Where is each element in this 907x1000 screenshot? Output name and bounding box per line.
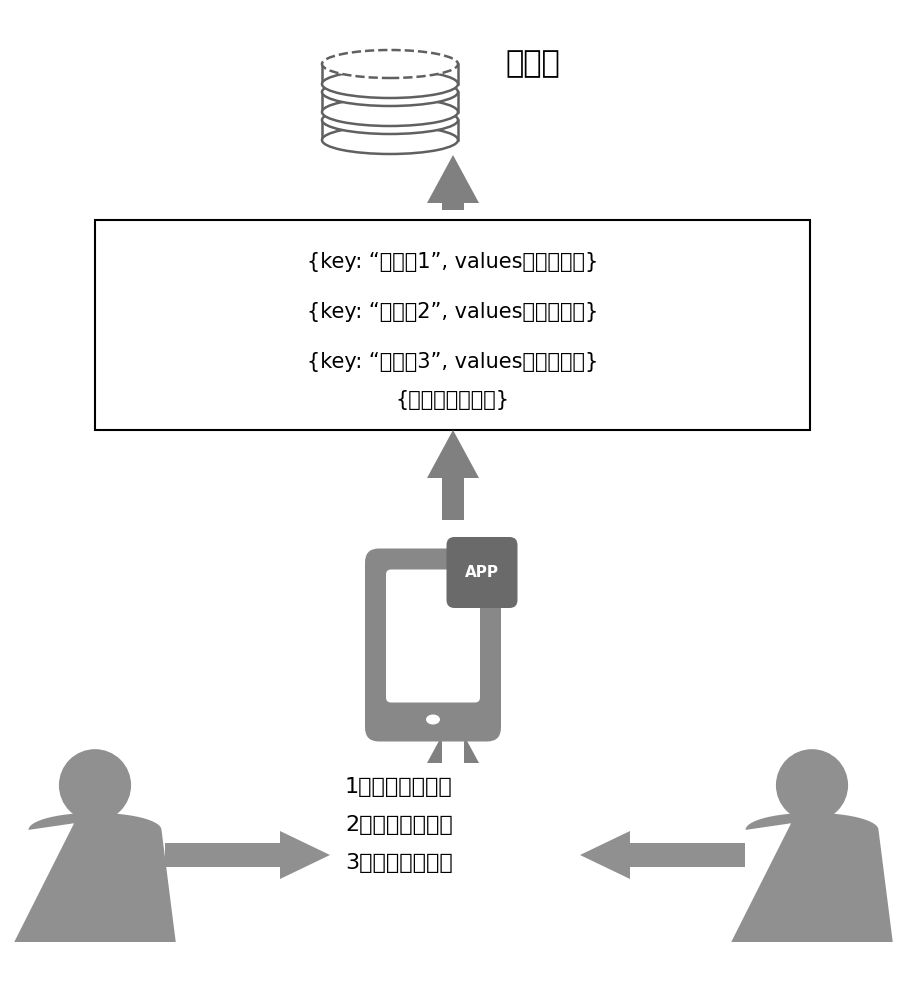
Ellipse shape bbox=[322, 126, 458, 154]
Polygon shape bbox=[731, 813, 892, 942]
Polygon shape bbox=[427, 715, 479, 763]
Polygon shape bbox=[580, 831, 745, 879]
Text: APP: APP bbox=[465, 565, 499, 580]
Text: {key: “关键词1”, values：特征向量}: {key: “关键词1”, values：特征向量} bbox=[307, 252, 598, 272]
Polygon shape bbox=[15, 813, 176, 942]
Ellipse shape bbox=[322, 78, 458, 106]
Ellipse shape bbox=[59, 749, 132, 821]
Text: {特征词输出集合}: {特征词输出集合} bbox=[395, 390, 510, 410]
Polygon shape bbox=[322, 92, 458, 112]
Text: 1、文本主题内容: 1、文本主题内容 bbox=[345, 777, 453, 797]
FancyBboxPatch shape bbox=[446, 537, 518, 608]
Polygon shape bbox=[427, 155, 479, 210]
Polygon shape bbox=[322, 64, 458, 84]
Text: 彩虹表: 彩虹表 bbox=[505, 49, 560, 79]
FancyBboxPatch shape bbox=[95, 220, 810, 430]
FancyBboxPatch shape bbox=[365, 548, 501, 742]
Ellipse shape bbox=[426, 714, 440, 724]
Ellipse shape bbox=[322, 70, 458, 98]
FancyBboxPatch shape bbox=[386, 570, 480, 702]
Polygon shape bbox=[322, 120, 458, 140]
Text: 3、语音主题内容: 3、语音主题内容 bbox=[345, 853, 453, 873]
Polygon shape bbox=[165, 831, 330, 879]
Text: 2、图片主题内容: 2、图片主题内容 bbox=[345, 815, 453, 835]
Ellipse shape bbox=[322, 50, 458, 78]
Ellipse shape bbox=[322, 98, 458, 126]
Ellipse shape bbox=[775, 749, 848, 821]
Text: {key: “关键词3”, values：特征向量}: {key: “关键词3”, values：特征向量} bbox=[307, 352, 598, 372]
Ellipse shape bbox=[322, 106, 458, 134]
Text: {key: “关键词2”, values：特征向量}: {key: “关键词2”, values：特征向量} bbox=[307, 302, 598, 322]
Polygon shape bbox=[427, 430, 479, 520]
